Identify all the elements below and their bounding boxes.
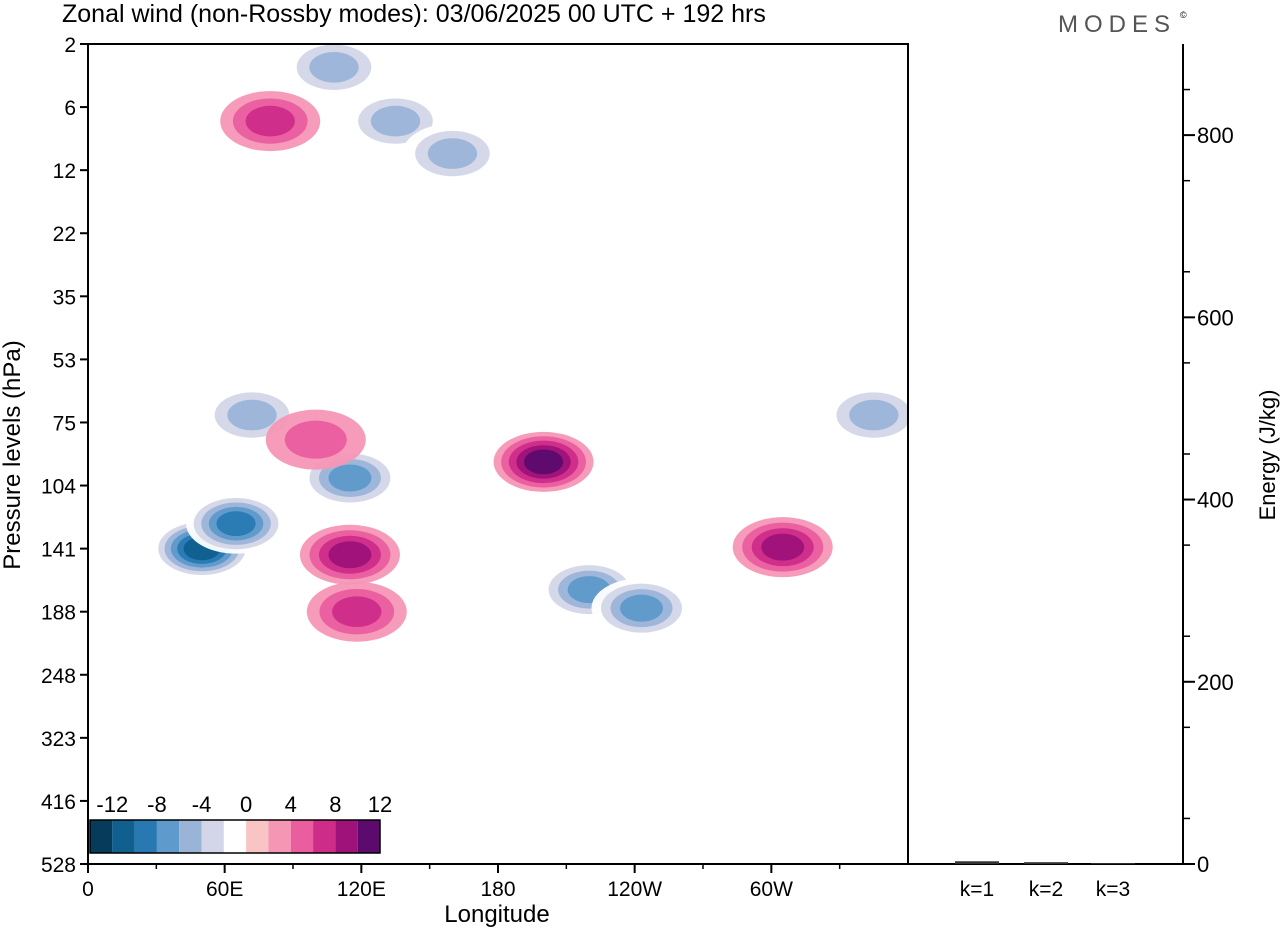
colorbar-label: -8 bbox=[147, 792, 167, 817]
energy-bar-panel: 0 200 400 600 800 k=1 k=2 k=3 Energy (J/kg) bbox=[908, 44, 1280, 901]
colorbar-label: 8 bbox=[329, 792, 341, 817]
y-tick-label: 53 bbox=[53, 349, 76, 372]
energy-bar bbox=[1091, 863, 1135, 865]
colorbar-label: 4 bbox=[285, 792, 297, 817]
x-axis-label: Longitude bbox=[444, 901, 549, 928]
colorbar-label: -4 bbox=[192, 792, 212, 817]
x-tick-label: 60E bbox=[206, 878, 243, 901]
colorbar-swatch bbox=[223, 820, 247, 853]
brand-mark: © bbox=[1180, 10, 1187, 20]
colorbar-swatch bbox=[268, 820, 291, 853]
x-tick-label: 60W bbox=[750, 878, 793, 901]
y-tick-label: 35 bbox=[53, 286, 76, 309]
y-tick-label: 141 bbox=[41, 539, 76, 562]
heatmap-cell bbox=[523, 449, 564, 475]
colorbar-swatch bbox=[335, 820, 358, 853]
colorbar-label: -12 bbox=[96, 792, 128, 817]
y-tick-label: 248 bbox=[41, 665, 76, 688]
colorbar-swatch bbox=[201, 820, 224, 853]
y-tick-label: 22 bbox=[53, 223, 76, 246]
x-axis-ticks: 0 60E 120E 180 120W 60W bbox=[82, 864, 841, 901]
y-tick-label: 528 bbox=[41, 854, 76, 877]
energy-bar bbox=[955, 861, 999, 864]
colorbar-swatch bbox=[290, 820, 314, 853]
energy-bars bbox=[955, 861, 1135, 865]
energy-category-label: k=2 bbox=[1029, 878, 1063, 901]
colorbar-swatch bbox=[90, 820, 113, 853]
heatmap-cell bbox=[427, 138, 478, 169]
energy-tick-label: 200 bbox=[1197, 670, 1234, 695]
x-tick-label: 120E bbox=[337, 878, 386, 901]
y-tick-label: 323 bbox=[41, 728, 76, 751]
colorbar: -12 -8 -4 0 4 8 12 bbox=[89, 792, 392, 854]
energy-axis-label: Energy (J/kg) bbox=[1255, 390, 1280, 521]
energy-x-labels: k=1 k=2 k=3 bbox=[960, 878, 1130, 901]
energy-bar bbox=[1024, 862, 1068, 864]
colorbar-swatch bbox=[179, 820, 202, 853]
y-tick-label: 104 bbox=[41, 476, 76, 499]
colorbar-swatch bbox=[134, 820, 157, 853]
heatmap-cell bbox=[328, 541, 372, 569]
heatmap-cell bbox=[332, 596, 382, 628]
y-tick-label: 416 bbox=[41, 791, 76, 814]
colorbar-label: 12 bbox=[368, 792, 392, 817]
energy-tick-label: 600 bbox=[1197, 305, 1234, 330]
brand-logo: MODES bbox=[1058, 11, 1176, 38]
colorbar-swatch bbox=[112, 820, 135, 853]
heatmap-cell bbox=[309, 51, 359, 83]
energy-category-label: k=1 bbox=[960, 878, 994, 901]
y-axis-label: Pressure levels (hPa) bbox=[0, 340, 26, 569]
energy-tick-label: 800 bbox=[1197, 123, 1234, 148]
y-tick-label: 6 bbox=[64, 97, 76, 120]
colorbar-label: 0 bbox=[240, 792, 252, 817]
x-tick-label: 0 bbox=[82, 878, 94, 901]
y-tick-label: 75 bbox=[53, 412, 76, 435]
x-tick-label: 180 bbox=[480, 878, 515, 901]
energy-tick-label: 0 bbox=[1197, 852, 1209, 877]
y-axis-ticks: 2 6 12 22 35 53 75 104 141 188 248 323 416 528 bbox=[41, 34, 88, 877]
y-tick-label: 2 bbox=[64, 34, 76, 57]
heatmap-cell bbox=[370, 105, 421, 137]
colorbar-swatch bbox=[246, 820, 269, 853]
y-tick-label: 12 bbox=[53, 160, 76, 183]
x-tick-label: 120W bbox=[607, 878, 662, 901]
heatmap-cell bbox=[761, 533, 805, 561]
colorbar-swatch bbox=[156, 820, 180, 853]
heatmap-cell bbox=[227, 399, 277, 431]
colorbar-frame bbox=[89, 819, 381, 854]
y-tick-label: 188 bbox=[41, 602, 76, 625]
energy-y-ticks: 0 200 400 600 800 bbox=[1183, 88, 1234, 877]
colorbar-swatch bbox=[313, 820, 336, 853]
energy-category-label: k=3 bbox=[1096, 878, 1130, 901]
energy-tick-label: 400 bbox=[1197, 488, 1234, 513]
heatmap-cell bbox=[849, 399, 899, 431]
heatmap-cell bbox=[216, 511, 256, 537]
heatmap-cell bbox=[620, 594, 663, 622]
heatmap-cell bbox=[328, 464, 372, 492]
heatmap-field bbox=[151, 44, 908, 642]
colorbar-swatch bbox=[357, 820, 380, 853]
heatmap-cell bbox=[284, 420, 347, 459]
chart-title: Zonal wind (non-Rossby modes): 03/06/202… bbox=[62, 0, 766, 28]
heatmap-cell bbox=[245, 105, 295, 137]
